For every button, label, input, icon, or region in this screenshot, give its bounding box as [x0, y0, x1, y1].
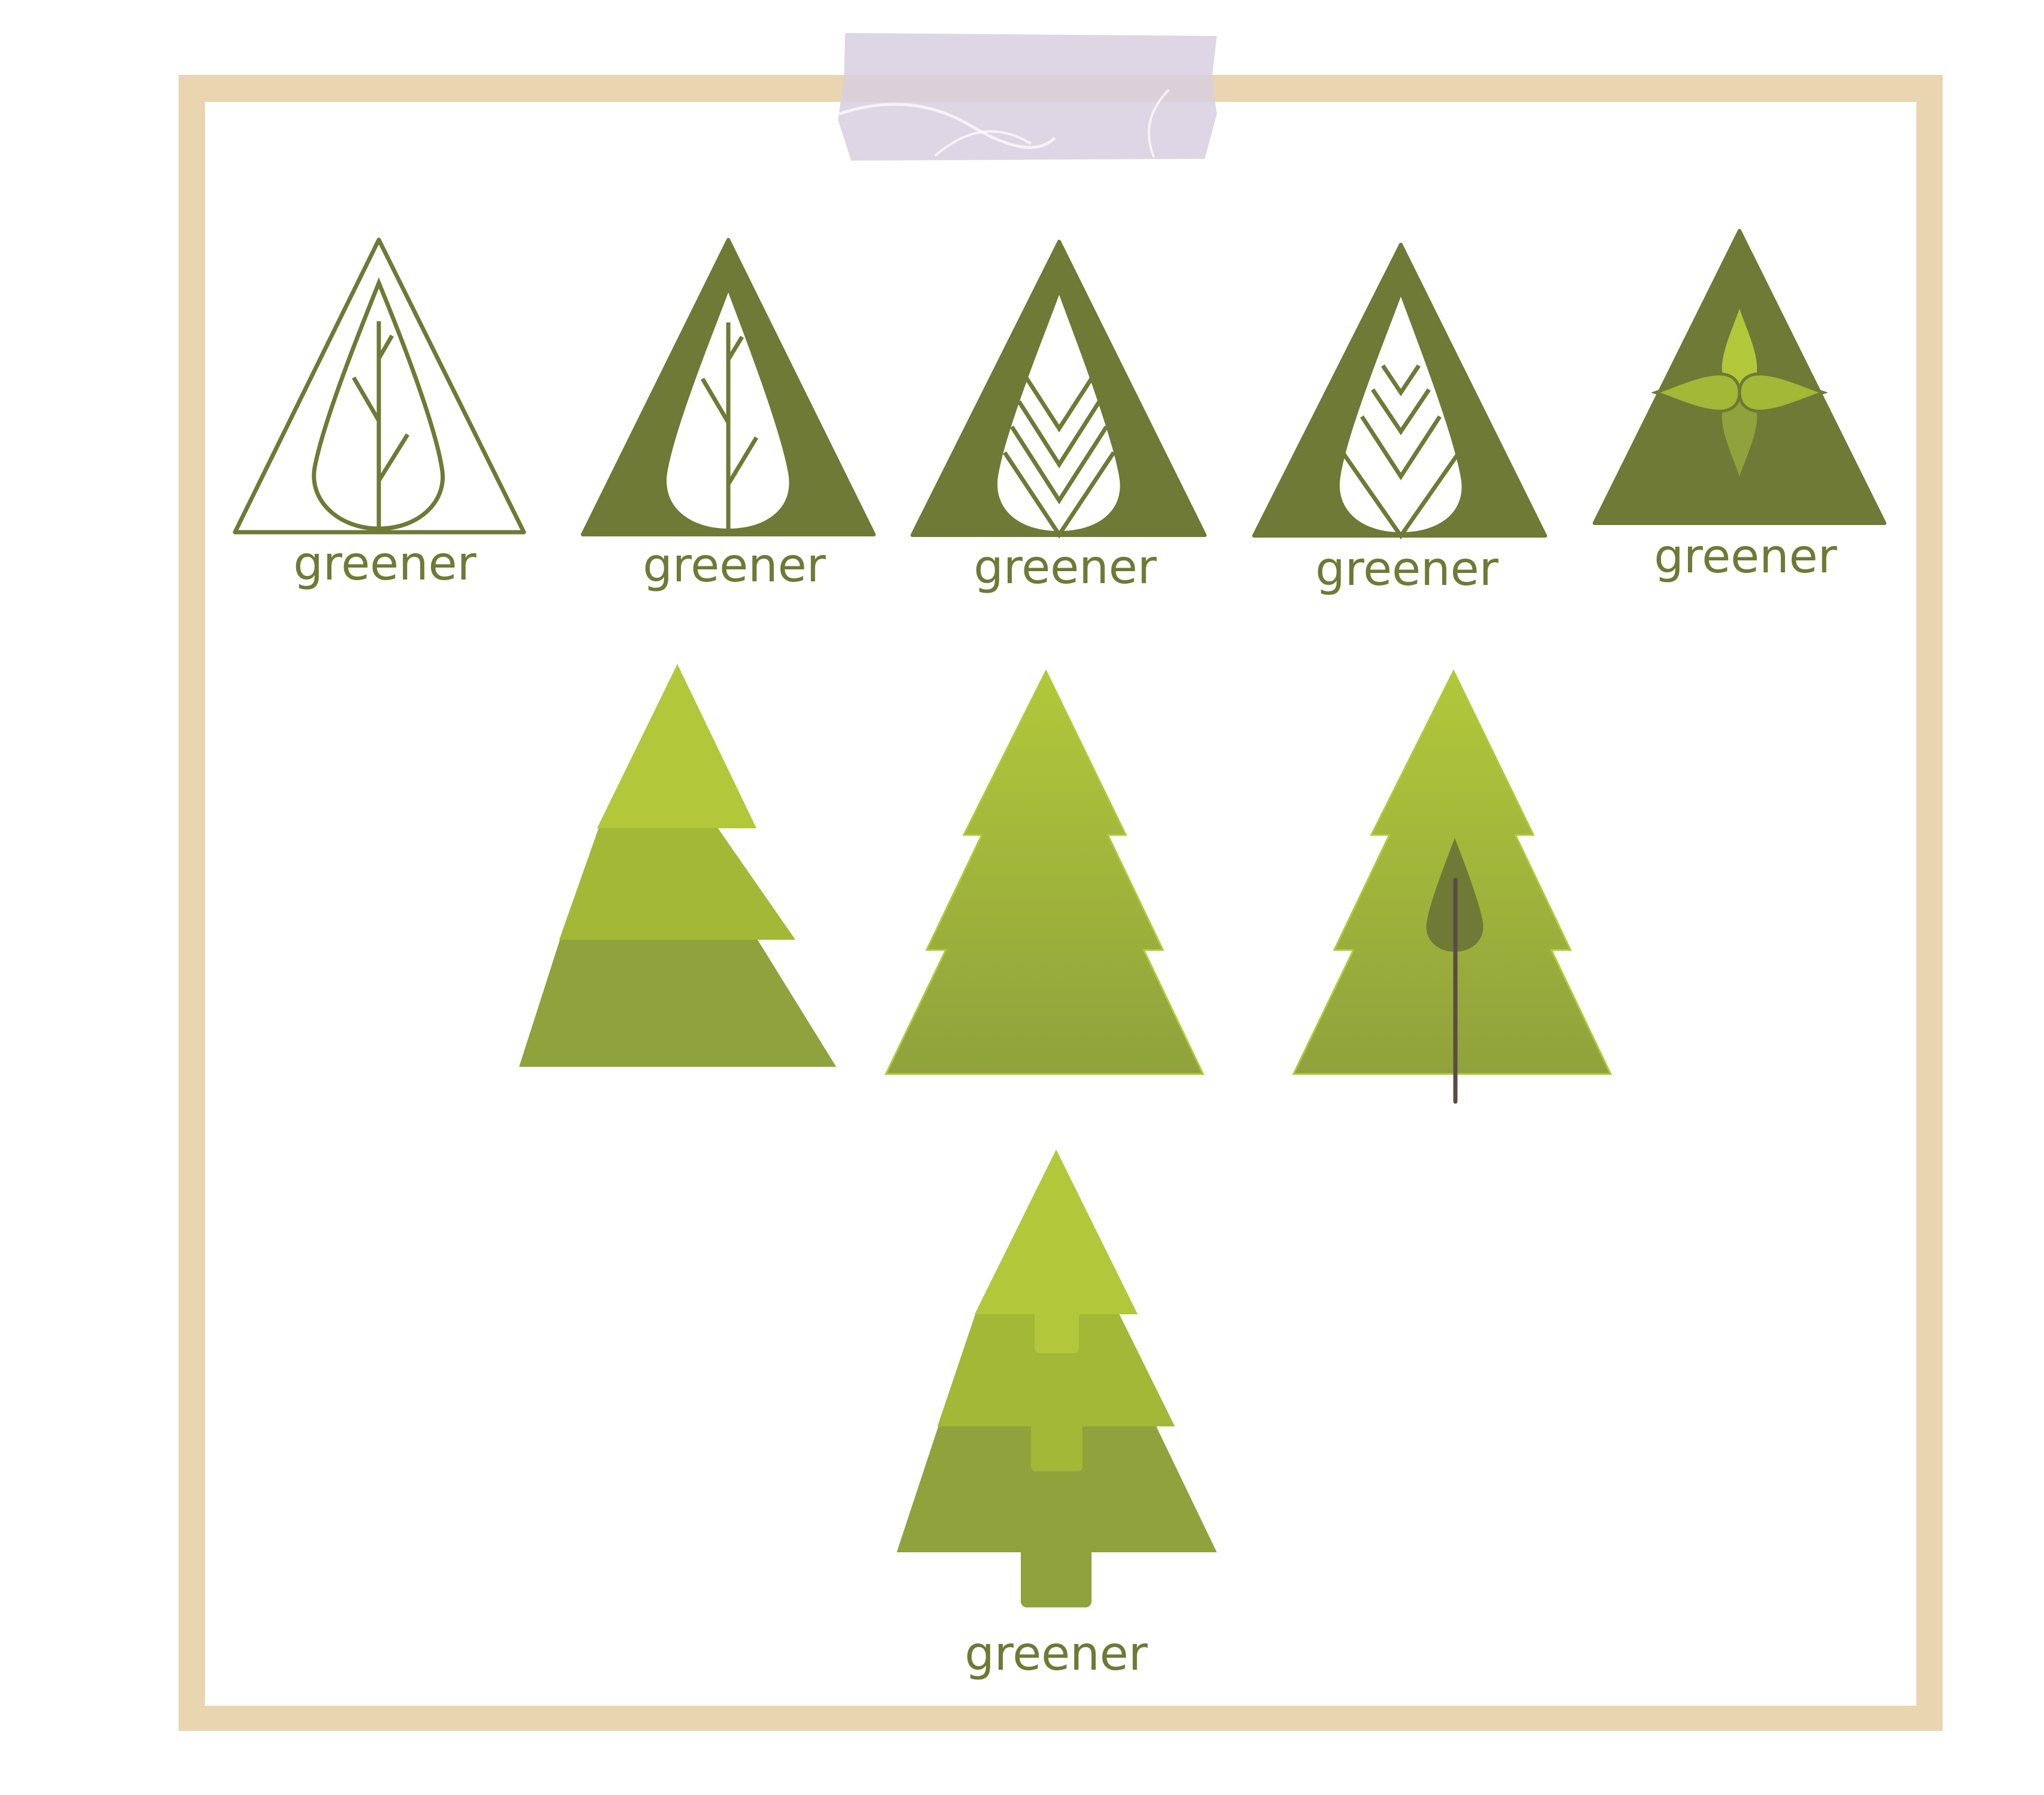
- logo-2: [581, 238, 876, 536]
- logo-3-label: greener: [973, 541, 1157, 595]
- featured-tree-label: greener: [964, 1627, 1148, 1681]
- tree-3: [1292, 669, 1612, 1104]
- logo-1: [233, 237, 526, 535]
- logo-2-label: greener: [643, 539, 826, 593]
- logo-5: [1593, 229, 1886, 525]
- logo-1-label: greener: [293, 537, 477, 591]
- tree-2: [884, 669, 1205, 1075]
- tree-4: [897, 1150, 1217, 1607]
- tape-strip: [838, 33, 1217, 161]
- tree-1: [519, 664, 836, 1067]
- logo-5-label: greener: [1654, 530, 1837, 584]
- logo-4-label: greener: [1315, 542, 1499, 596]
- logo-4: [1252, 243, 1547, 540]
- logo-3: [911, 240, 1207, 539]
